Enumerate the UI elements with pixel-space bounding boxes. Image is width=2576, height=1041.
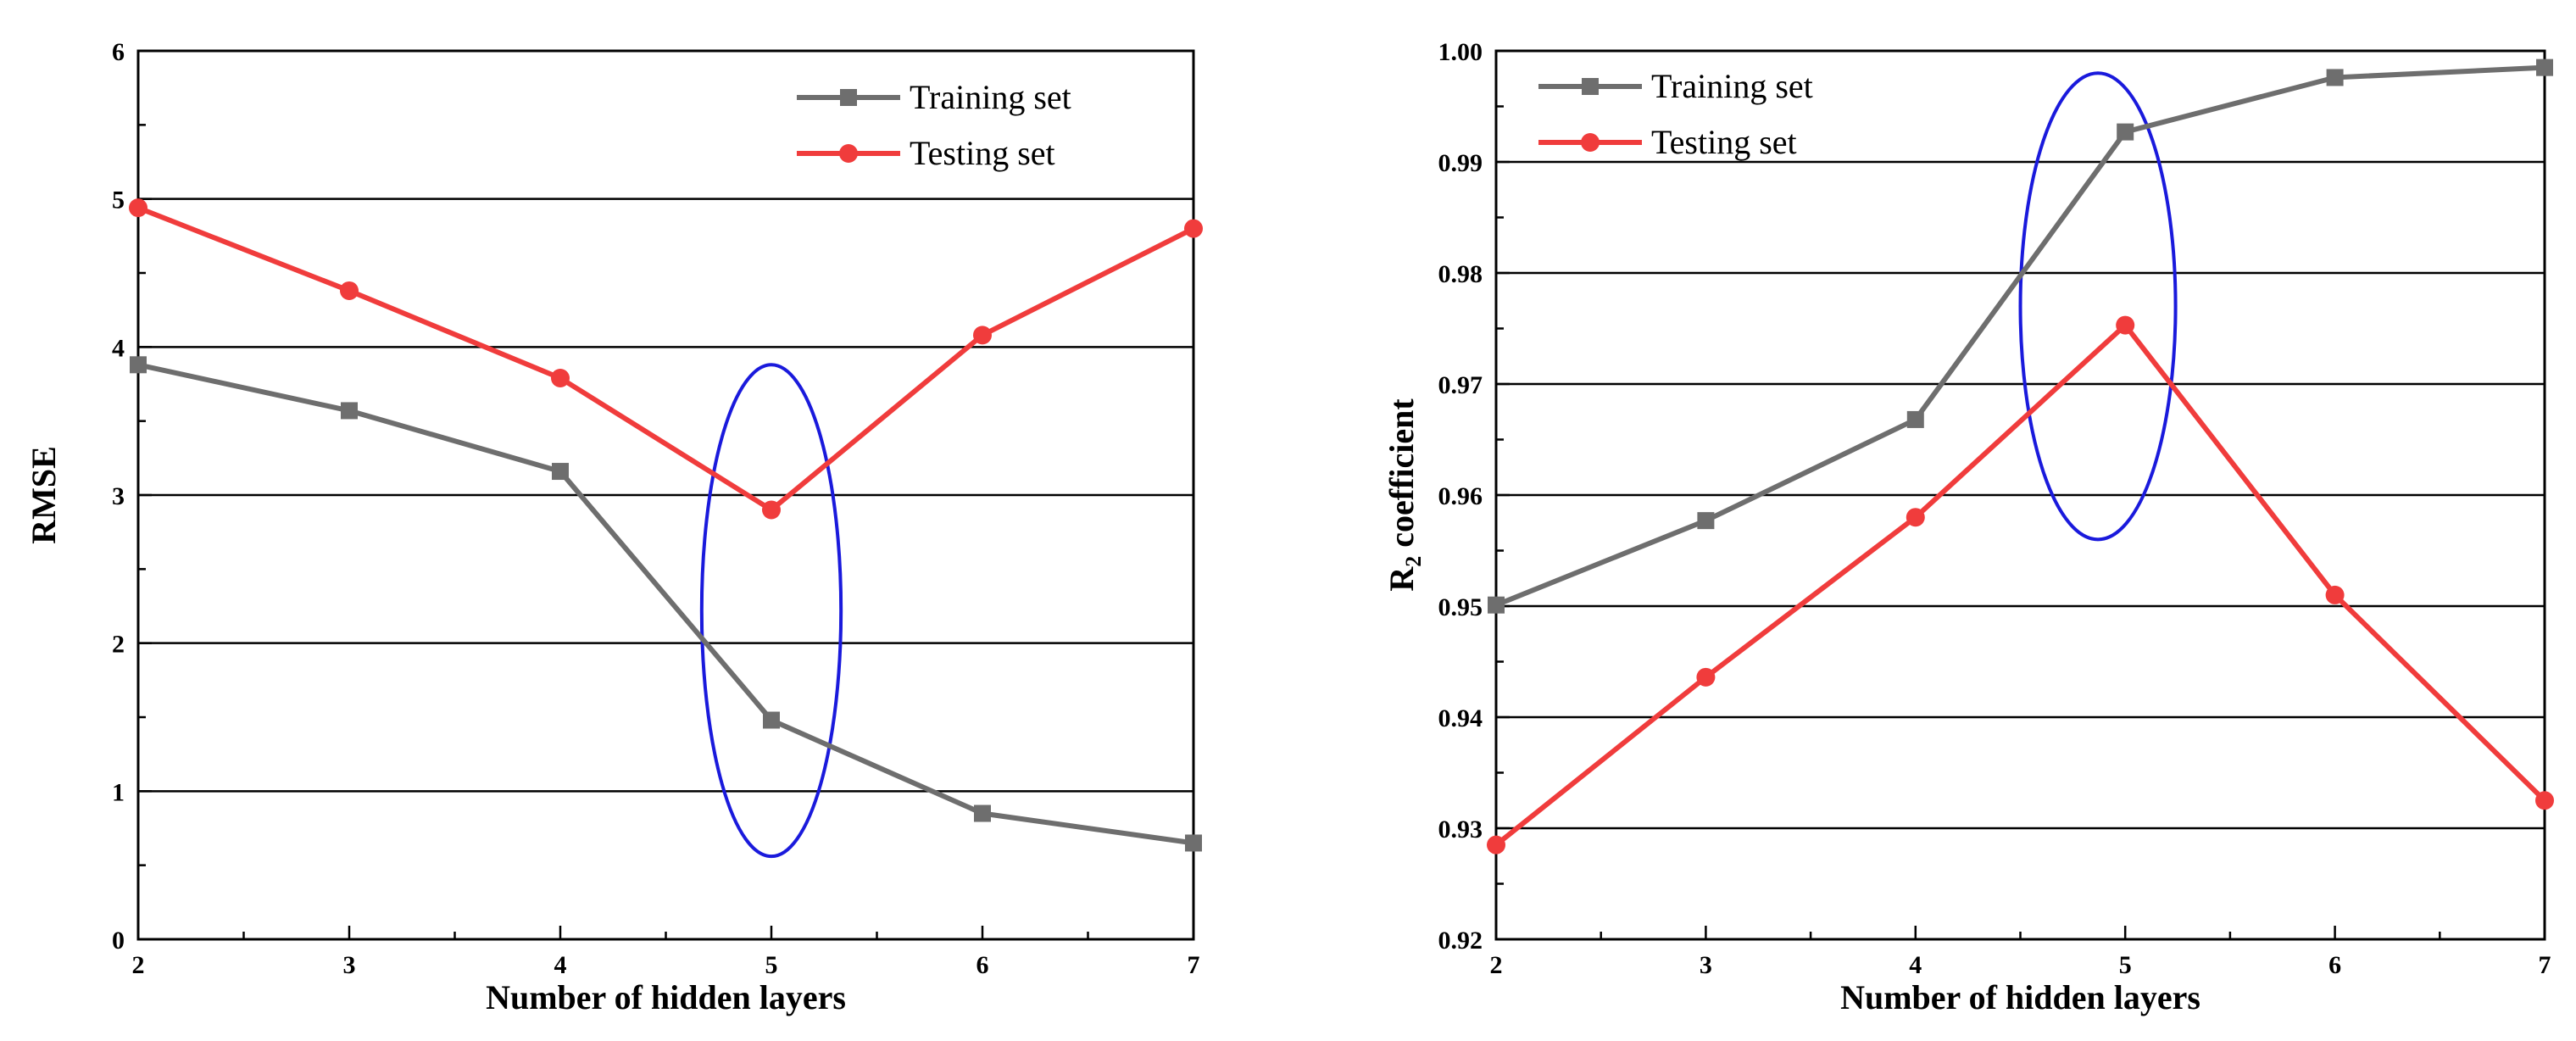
x-axis-title: Number of hidden layers (1840, 978, 2200, 1016)
series-line (1494, 321, 2547, 847)
y-tick-label: 0.98 (1438, 260, 1483, 288)
data-point-square (1697, 512, 1715, 530)
x-tick-label: 7 (2539, 951, 2551, 979)
legend-item: Testing set (1538, 123, 1797, 161)
x-tick-label: 3 (343, 951, 356, 979)
y-axis-title-main: RMSE (25, 446, 63, 544)
x-tick-label: 6 (2328, 951, 2341, 979)
series-training-set (130, 356, 1202, 852)
y-axis-title: R2 coefficient (1383, 398, 1426, 592)
data-point-square (130, 356, 147, 374)
highlight-ellipse (699, 363, 843, 859)
data-point-circle (1906, 508, 1925, 527)
y-tick-label: 5 (112, 186, 125, 214)
data-point-square (2536, 58, 2553, 76)
y-axis-title-rest: coefficient (1383, 398, 1421, 556)
legend-item: Training set (1538, 67, 1813, 105)
y-tick-label: 1.00 (1438, 38, 1483, 66)
legend-label: Training set (910, 78, 1071, 116)
series-testing-set (1487, 315, 2554, 855)
y-tick-label: 0 (112, 927, 125, 955)
y-tick-label: 3 (112, 482, 125, 510)
y-tick-label: 0.96 (1438, 482, 1483, 510)
data-point-circle (2535, 791, 2554, 810)
series-line (136, 205, 1195, 514)
y-tick-label: 0.94 (1438, 704, 1483, 732)
x-tick-label: 3 (1700, 951, 1712, 979)
legend-marker-square (840, 89, 857, 106)
legend-label: Testing set (1651, 123, 1797, 161)
data-point-square (552, 463, 569, 481)
data-point-circle (1696, 667, 1716, 687)
series-line (1494, 64, 2545, 608)
x-tick-label: 2 (1490, 951, 1503, 979)
legend-marker-circle (1581, 133, 1600, 152)
x-axis-title: Number of hidden layers (486, 978, 846, 1016)
data-point-circle (762, 500, 781, 520)
legend-item: Training set (797, 78, 1071, 116)
y-tick-label: 0.93 (1438, 816, 1483, 843)
y-tick-label: 2 (112, 631, 125, 659)
data-point-circle (1184, 219, 1203, 238)
y-axis-title-subscript: 2 (1401, 556, 1426, 567)
legend-marker-square (1582, 78, 1599, 95)
data-point-circle (2116, 315, 2135, 335)
x-tick-label: 6 (976, 951, 989, 979)
data-point-square (2117, 123, 2134, 141)
r2-chart: 0.92 0.93 0.94 0.95 0.96 0.97 0.98 0.99 1.00 2 3 4 5… (1383, 38, 2554, 1016)
data-point-circle (973, 326, 992, 345)
data-point-square (1488, 596, 1505, 614)
rmse-chart: 0 1 2 3 4 5 6 2 3 4 5 6 7 Number of hidden layers RMSE… (25, 38, 1203, 1016)
x-tick-label: 4 (1909, 951, 1922, 979)
y-tick-label: 4 (112, 334, 125, 362)
series-training-set (1488, 58, 2553, 614)
x-tick-label: 4 (554, 951, 567, 979)
y-tick-label: 0.97 (1438, 371, 1483, 399)
legend-item: Testing set (797, 134, 1055, 172)
data-point-circle (1487, 835, 1505, 855)
y-tick-label: 0.92 (1438, 927, 1483, 955)
y-axis-title-main: R (1383, 566, 1421, 592)
y-tick-label: 1 (112, 778, 125, 806)
highlight-ellipse (2018, 71, 2178, 542)
x-tick-label: 7 (1188, 951, 1200, 979)
data-point-circle (2325, 585, 2345, 604)
legend-label: Training set (1651, 67, 1813, 105)
data-point-square (763, 711, 780, 729)
data-point-square (341, 402, 358, 420)
data-point-circle (551, 369, 570, 388)
data-point-circle (340, 281, 359, 300)
data-point-square (2326, 69, 2344, 86)
series-testing-set (129, 198, 1203, 520)
x-tick-label: 5 (765, 951, 778, 979)
x-tick-label: 2 (132, 951, 145, 979)
y-axis-title: RMSE (25, 446, 63, 544)
data-point-square (974, 804, 991, 822)
y-tick-label: 0.95 (1438, 593, 1483, 621)
y-tick-label: 6 (112, 38, 125, 66)
legend-marker-circle (839, 144, 858, 163)
x-tick-label: 5 (2119, 951, 2132, 979)
y-tick-label: 0.99 (1438, 149, 1483, 177)
data-point-circle (129, 198, 147, 218)
data-point-square (1185, 834, 1202, 852)
data-point-square (1906, 410, 1924, 428)
legend-label: Testing set (910, 134, 1055, 172)
series-line (137, 362, 1194, 846)
